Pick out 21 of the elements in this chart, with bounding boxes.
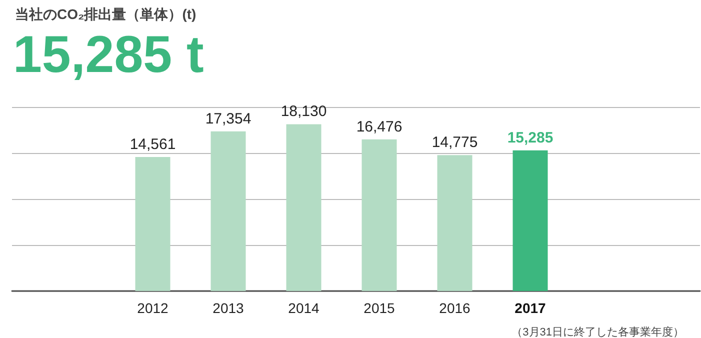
x-tick-label: 2017 xyxy=(514,300,546,316)
chart-subtitle: 15,285 t xyxy=(13,26,204,84)
data-label: 15,285 xyxy=(507,129,554,146)
bar xyxy=(135,157,170,291)
x-tick-label: 2016 xyxy=(439,300,471,316)
x-tick-label: 2014 xyxy=(288,300,320,316)
chart-title: 当社のCO₂排出量（単体）(t) xyxy=(15,6,196,22)
x-tick-label: 2012 xyxy=(137,300,169,316)
x-tick-label: 2015 xyxy=(364,300,396,316)
bar xyxy=(286,124,322,291)
bar xyxy=(437,155,472,291)
data-label: 14,561 xyxy=(130,136,176,154)
bar xyxy=(362,139,397,291)
data-label: 14,775 xyxy=(432,134,478,152)
text: （3月31日に終了した各事業年度） xyxy=(512,326,684,338)
bar xyxy=(512,150,548,291)
bar xyxy=(210,131,246,291)
data-label: 18,130 xyxy=(280,103,327,120)
data-label: 17,354 xyxy=(205,110,252,128)
data-label: 16,476 xyxy=(356,118,402,136)
x-tick-label: 2013 xyxy=(212,300,244,316)
